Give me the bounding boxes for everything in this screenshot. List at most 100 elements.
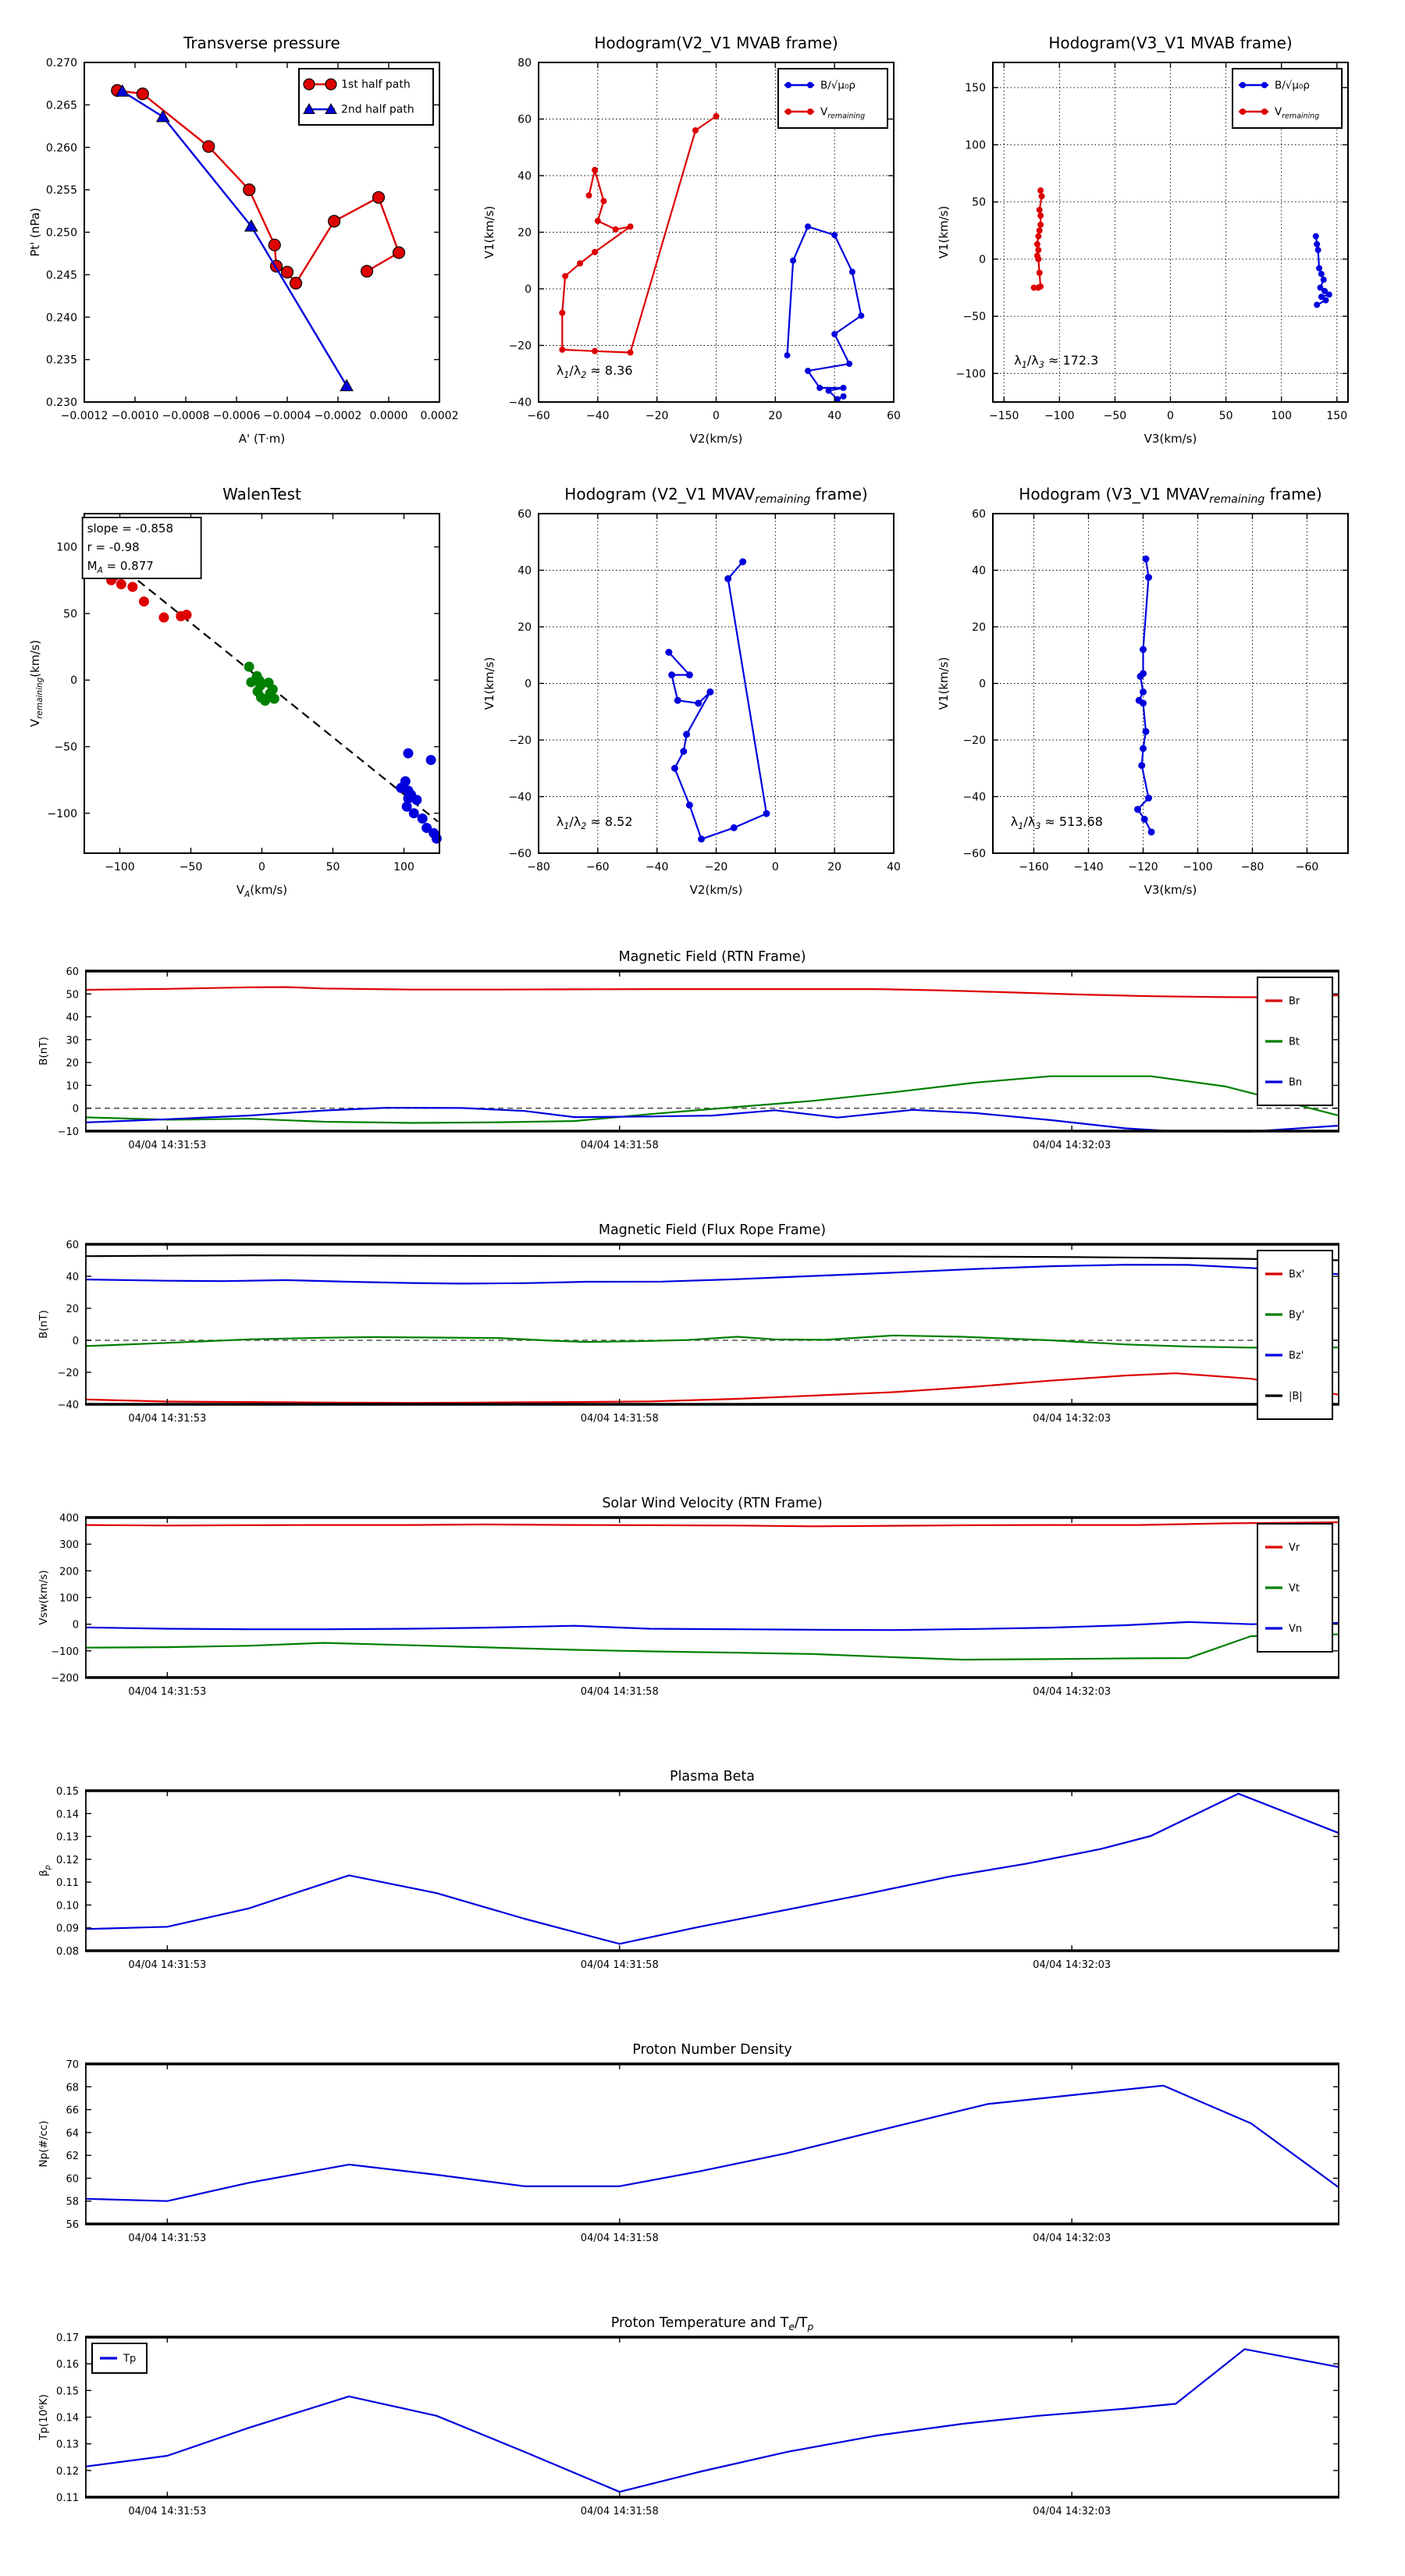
chart-svg-solar-wind-velocity: 04/04 14:31:53 04/04 14:31:58 04/04 14:32:… [37,1496,1339,1698]
svg-text:20: 20 [66,1058,79,1069]
svg-text:Proton Temperature and Te/Tp: Proton Temperature and Te/Tp [611,2315,814,2332]
svg-text:50: 50 [972,197,986,209]
svg-text:60: 60 [518,114,532,126]
svg-text:0.16: 0.16 [56,2359,79,2371]
scatter-row-2: −100 −50 0 50 100 −100 −50 0 50 100 WalenTest VA(km… [20,461,1405,912]
svg-text:V3(km/s): V3(km/s) [1144,883,1197,897]
svg-text:−60: −60 [508,848,532,860]
chart-svg-proton-number-density: 04/04 14:31:53 04/04 14:31:58 04/04 14:32:… [37,2042,1339,2244]
svg-text:60: 60 [972,508,986,521]
svg-text:0.17: 0.17 [56,2332,79,2344]
svg-text:Magnetic Field (Flux Rope Fram: Magnetic Field (Flux Rope Frame) [599,1222,826,1238]
svg-text:−20: −20 [705,861,728,873]
svg-text:20: 20 [768,410,782,422]
svg-text:100: 100 [59,1593,79,1605]
svg-text:Solar Wind Velocity (RTN Frame: Solar Wind Velocity (RTN Frame) [602,1496,822,1511]
svg-text:0.14: 0.14 [56,1809,79,1820]
svg-text:0: 0 [73,1620,79,1631]
svg-text:0.13: 0.13 [56,1832,79,1844]
svg-text:−50: −50 [54,742,77,754]
svg-text:Tp(10⁶K): Tp(10⁶K) [37,2394,50,2441]
svg-text:50: 50 [1219,410,1233,422]
svg-text:WalenTest: WalenTest [222,485,301,503]
svg-text:Hodogram(V3_V1 MVAB frame): Hodogram(V3_V1 MVAB frame) [1048,34,1292,52]
svg-text:04/04 14:31:58: 04/04 14:31:58 [581,2233,659,2244]
svg-text:0.230: 0.230 [46,397,77,409]
svg-text:100: 100 [1271,410,1292,422]
svg-text:04/04 14:31:53: 04/04 14:31:53 [128,1959,206,1971]
svg-text:68: 68 [66,2082,79,2094]
svg-text:0.15: 0.15 [56,2386,79,2397]
svg-text:−40: −40 [58,1400,79,1411]
svg-text:λ1/λ3 ≈ 513.68: λ1/λ3 ≈ 513.68 [1011,814,1103,831]
panel-magnetic-field-rtn: 04/04 14:31:53 04/04 14:31:58 04/04 14:32:… [23,932,1405,1205]
svg-text:0.12: 0.12 [56,1855,79,1866]
chart-svg-magnetic-field-flux-rope: 04/04 14:31:53 04/04 14:31:58 04/04 14:32:… [37,1222,1339,1425]
svg-text:0: 0 [73,1336,79,1347]
svg-text:−100: −100 [1044,410,1074,422]
chart-walen-test: −100 −50 0 50 100 −100 −50 0 50 100 WalenTest VA(km… [20,461,475,912]
svg-text:150: 150 [1326,410,1347,422]
svg-text:Bz': Bz' [1289,1350,1304,1362]
svg-text:0.240: 0.240 [46,311,77,324]
svg-text:−40: −40 [586,410,610,422]
svg-text:B(nT): B(nT) [37,1310,50,1339]
svg-text:0: 0 [525,678,532,691]
svg-text:−40: −40 [508,397,532,409]
chart-svg-hodogram-v3v1-mvab: −150 −100 −50 0 50 100 150 −100 −50 0 50 100 150 Hodo… [937,34,1349,446]
svg-text:−100: −100 [105,861,134,873]
svg-text:40: 40 [972,565,986,578]
svg-text:400: 400 [59,1513,79,1525]
svg-text:0: 0 [772,861,779,873]
svg-text:20: 20 [518,621,532,634]
svg-text:VA(km/s): VA(km/s) [237,883,287,899]
scatter-row-1: −0.0012 −0.0010 −0.0008 −0.0006 −0.0004 −0.00… [20,9,1405,461]
svg-text:−40: −40 [962,792,986,804]
chart-svg-magnetic-field-rtn: 04/04 14:31:53 04/04 14:31:58 04/04 14:32:… [37,949,1339,1151]
series-Bx-prime [85,1372,1339,1404]
svg-text:Vn: Vn [1289,1624,1302,1635]
series-B-magnitude [85,1254,1339,1261]
svg-text:Bn: Bn [1289,1077,1302,1089]
svg-text:−40: −40 [508,792,532,804]
svg-text:0.13: 0.13 [56,2439,79,2451]
svg-text:−100: −100 [956,368,986,380]
svg-text:A' (T·m): A' (T·m) [239,432,285,446]
svg-text:Vremaining: Vremaining [820,106,865,121]
svg-text:MA = 0.877: MA = 0.877 [87,559,154,575]
svg-text:60: 60 [66,1240,79,1251]
svg-text:100: 100 [393,861,414,873]
svg-text:0: 0 [258,861,265,873]
svg-text:λ1/λ3 ≈ 172.3: λ1/λ3 ≈ 172.3 [1014,353,1098,370]
svg-text:04/04 14:31:53: 04/04 14:31:53 [128,2233,206,2244]
svg-text:300: 300 [59,1539,79,1551]
svg-text:Transverse pressure: Transverse pressure [183,34,340,52]
svg-text:−60: −60 [962,848,986,860]
series-Bn [85,1107,1339,1133]
svg-text:50: 50 [63,608,77,621]
svg-text:Vt: Vt [1289,1583,1300,1595]
svg-text:50: 50 [66,989,79,1001]
svg-text:λ1/λ2 ≈ 8.36: λ1/λ2 ≈ 8.36 [557,363,633,380]
svg-text:04/04 14:32:03: 04/04 14:32:03 [1033,2233,1111,2244]
series-beta-p [85,1792,1339,1945]
svg-text:B/√μ₀ρ: B/√μ₀ρ [820,80,855,92]
svg-text:40: 40 [66,1012,79,1024]
svg-text:0.0000: 0.0000 [370,410,408,422]
svg-text:Bt: Bt [1289,1037,1300,1048]
svg-text:B(nT): B(nT) [37,1037,50,1066]
svg-text:04/04 14:31:58: 04/04 14:31:58 [581,1413,659,1425]
svg-text:20: 20 [66,1304,79,1315]
svg-text:04/04 14:31:58: 04/04 14:31:58 [581,1686,659,1698]
series-Tp [85,2348,1339,2493]
svg-text:0: 0 [1167,410,1174,422]
svg-text:0.09: 0.09 [56,1923,79,1935]
svg-text:|B|: |B| [1289,1391,1303,1403]
svg-text:Vremaining: Vremaining [1275,106,1319,121]
svg-text:0.270: 0.270 [46,57,77,69]
svg-text:04/04 14:31:58: 04/04 14:31:58 [581,1140,659,1151]
panel-magnetic-field-flux-rope: 04/04 14:31:53 04/04 14:31:58 04/04 14:32:… [23,1205,1405,1478]
chart-hodogram-v2v1-mvab: −60 −40 −20 0 20 40 60 −40 −20 0 20 40 60 80 Hodogram(… [475,9,929,461]
svg-text:0.11: 0.11 [56,1877,79,1889]
